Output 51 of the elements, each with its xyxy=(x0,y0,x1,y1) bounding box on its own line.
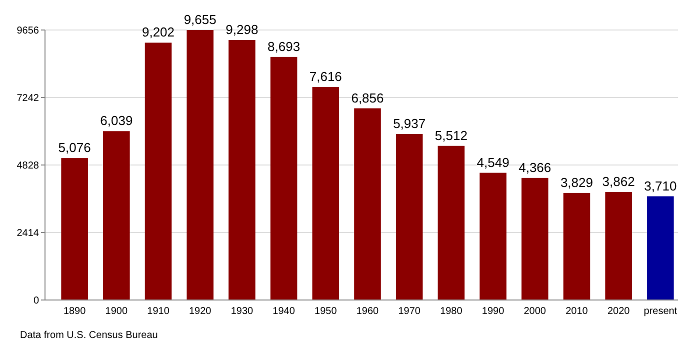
x-tick-label: 1930 xyxy=(230,306,254,317)
x-tick-label: 2000 xyxy=(524,306,546,317)
x-tick-label: 2020 xyxy=(607,306,630,317)
x-tick-label: 1920 xyxy=(188,306,212,317)
data-label: 3,829 xyxy=(560,174,594,190)
x-tick-label: 1940 xyxy=(272,306,296,317)
bar xyxy=(605,192,632,300)
y-tick-label: 2414 xyxy=(16,228,40,239)
data-label: 5,076 xyxy=(58,140,91,156)
bar xyxy=(270,56,298,300)
bar xyxy=(186,30,214,300)
x-tick-label: 1910 xyxy=(147,306,170,317)
bar xyxy=(103,131,130,300)
x-tick-label: 1980 xyxy=(440,306,463,317)
bar xyxy=(563,192,590,300)
text: Data from U.S. Census Bureau xyxy=(20,330,158,341)
y-tick-label: 0 xyxy=(33,296,40,306)
data-label: 6,856 xyxy=(351,90,384,106)
bar xyxy=(144,42,172,300)
x-tick-label: 1950 xyxy=(314,306,338,317)
y-tick-label: 7242 xyxy=(16,93,40,104)
x-tick-label: 1890 xyxy=(63,306,86,317)
x-tick-label: 1960 xyxy=(356,306,380,317)
data-label: 3,862 xyxy=(602,174,635,190)
bar xyxy=(480,172,506,300)
x-tick-label: 1990 xyxy=(482,306,505,317)
bar xyxy=(61,158,88,300)
data-label: 5,937 xyxy=(393,116,426,131)
data-label: 3,710 xyxy=(644,178,677,194)
bar xyxy=(354,108,381,300)
data-label: 8,693 xyxy=(268,38,300,54)
bar xyxy=(647,196,674,300)
bar xyxy=(438,146,465,300)
data-label: 4,366 xyxy=(518,160,552,175)
bar xyxy=(521,178,548,300)
bar xyxy=(312,87,340,300)
x-tick-label: 1970 xyxy=(398,306,421,317)
bar xyxy=(396,134,423,300)
bar xyxy=(228,40,256,300)
x-tick-label: 1900 xyxy=(105,306,128,317)
data-label: 9,655 xyxy=(184,12,216,28)
data-label: 4,549 xyxy=(476,154,510,170)
x-tick-label: 2010 xyxy=(566,306,588,317)
data-label: 6,039 xyxy=(100,113,133,128)
y-tick-label: 4828 xyxy=(16,160,40,172)
data-label: 7,616 xyxy=(309,69,342,84)
data-label: 9,298 xyxy=(226,22,258,38)
data-label: 9,202 xyxy=(142,24,175,40)
y-tick-label: 9656 xyxy=(16,26,40,36)
x-tick-label: present xyxy=(644,306,678,317)
data-label: 5,512 xyxy=(434,128,468,143)
